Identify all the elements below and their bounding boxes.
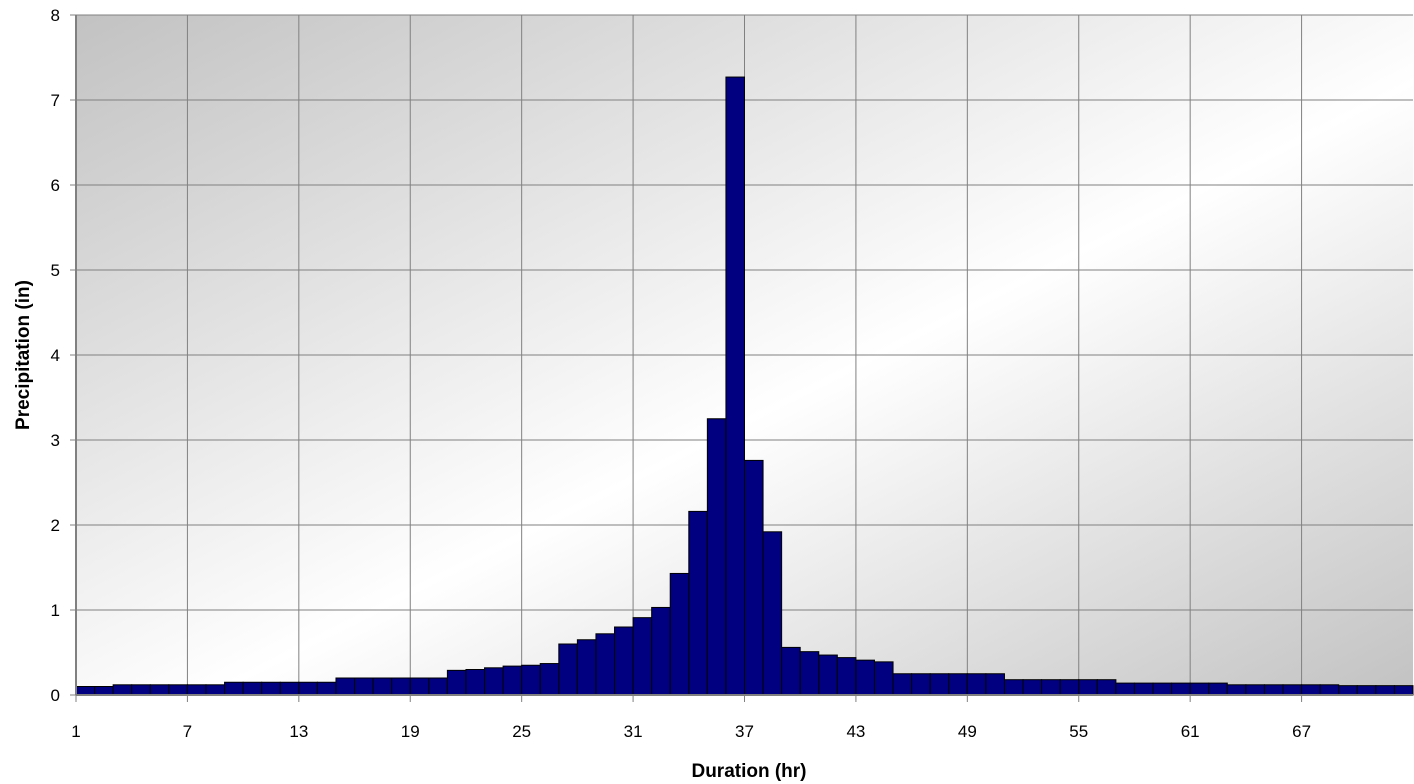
y-tick-label: 8 — [51, 6, 60, 25]
x-tick-labels: 1 7 13 19 25 31 37 43 49 55 61 67 — [71, 695, 1311, 741]
bar-21 — [446, 669, 467, 696]
y-tick-label: 0 — [51, 686, 60, 705]
bar-22 — [465, 669, 486, 696]
x-tick-label: 31 — [624, 722, 643, 741]
bar-64 — [1245, 684, 1265, 696]
bar-56 — [1096, 679, 1117, 696]
bar-4 — [131, 684, 151, 696]
bar-16 — [354, 677, 374, 696]
y-tick-label: 6 — [51, 176, 60, 195]
bar-7 — [186, 684, 207, 696]
bar-5 — [149, 684, 170, 696]
bar-40 — [799, 651, 820, 696]
x-tick-label: 1 — [71, 722, 80, 741]
bar-44 — [873, 661, 894, 696]
bar-17 — [372, 677, 393, 696]
x-tick-label: 61 — [1181, 722, 1200, 741]
y-axis-title: Precipitation (in) — [13, 280, 34, 430]
y-tick-label: 3 — [51, 431, 60, 450]
bar-1 — [75, 686, 96, 696]
bar-30 — [614, 626, 634, 696]
bar-72 — [1393, 685, 1414, 696]
bar-31 — [632, 617, 653, 696]
y-tick-label: 2 — [51, 516, 60, 535]
bar-32 — [651, 606, 671, 696]
x-tick-label: 25 — [512, 722, 531, 741]
x-tick-label: 13 — [289, 722, 308, 741]
x-tick-label: 67 — [1292, 722, 1311, 741]
bar-53 — [1041, 679, 1061, 696]
bar-12 — [279, 681, 300, 696]
bar-23 — [484, 667, 504, 696]
bar-34 — [688, 510, 708, 696]
bar-41 — [818, 654, 838, 696]
bar-38 — [762, 531, 783, 696]
bar-10 — [242, 681, 263, 696]
y-tick-label: 4 — [51, 346, 60, 365]
bar-46 — [911, 673, 931, 696]
bar-8 — [205, 684, 226, 696]
bar-71 — [1375, 685, 1395, 696]
bar-52 — [1022, 679, 1043, 696]
x-tick-label: 19 — [401, 722, 420, 741]
bar-61 — [1189, 682, 1210, 696]
bar-29 — [595, 633, 616, 696]
bar-26 — [539, 663, 560, 696]
bar-3 — [112, 684, 133, 696]
y-tick-label: 7 — [51, 91, 60, 110]
bar-15 — [335, 677, 356, 696]
bar-24 — [502, 665, 523, 696]
bar-49 — [966, 673, 987, 696]
bar-2 — [94, 686, 114, 696]
bar-9 — [224, 681, 244, 696]
bar-19 — [409, 677, 430, 696]
bar-6 — [168, 684, 188, 696]
bar-20 — [428, 677, 448, 696]
x-axis-title: Duration (hr) — [691, 761, 806, 782]
bar-42 — [836, 657, 857, 696]
x-tick-label: 37 — [735, 722, 754, 741]
bar-35 — [706, 418, 727, 696]
bar-59 — [1152, 682, 1173, 696]
bar-57 — [1115, 682, 1135, 696]
bar-55 — [1078, 679, 1098, 696]
bar-13 — [298, 681, 318, 696]
bar-67 — [1301, 684, 1321, 696]
bar-66 — [1282, 684, 1303, 696]
x-tick-label: 55 — [1069, 722, 1088, 741]
x-tick-label: 7 — [183, 722, 192, 741]
bar-63 — [1226, 684, 1247, 696]
bar-68 — [1319, 684, 1340, 696]
bar-36 — [725, 76, 745, 696]
bar-45 — [892, 673, 913, 696]
bar-54 — [1059, 679, 1080, 696]
bar-48 — [948, 673, 968, 696]
bar-60 — [1171, 682, 1191, 696]
bar-47 — [929, 673, 950, 696]
bar-37 — [744, 459, 764, 696]
bar-51 — [1003, 679, 1024, 696]
bar-11 — [261, 681, 281, 696]
bar-33 — [669, 572, 690, 696]
bar-14 — [316, 681, 337, 696]
bar-58 — [1133, 682, 1154, 696]
bar-27 — [558, 643, 578, 696]
bar-65 — [1263, 684, 1284, 696]
y-tick-labels: 0 1 2 3 4 5 6 7 8 — [51, 6, 76, 705]
bar-50 — [985, 673, 1005, 696]
x-tick-label: 49 — [958, 722, 977, 741]
bar-25 — [521, 664, 541, 696]
bar-69 — [1338, 685, 1358, 696]
bar-39 — [781, 646, 801, 696]
bar-43 — [855, 659, 875, 696]
y-tick-label: 5 — [51, 261, 60, 280]
y-tick-label: 1 — [51, 601, 60, 620]
bar-28 — [576, 639, 597, 696]
x-tick-label: 43 — [846, 722, 865, 741]
bar-18 — [391, 677, 411, 696]
bar-62 — [1208, 682, 1228, 696]
bar-70 — [1356, 685, 1377, 696]
